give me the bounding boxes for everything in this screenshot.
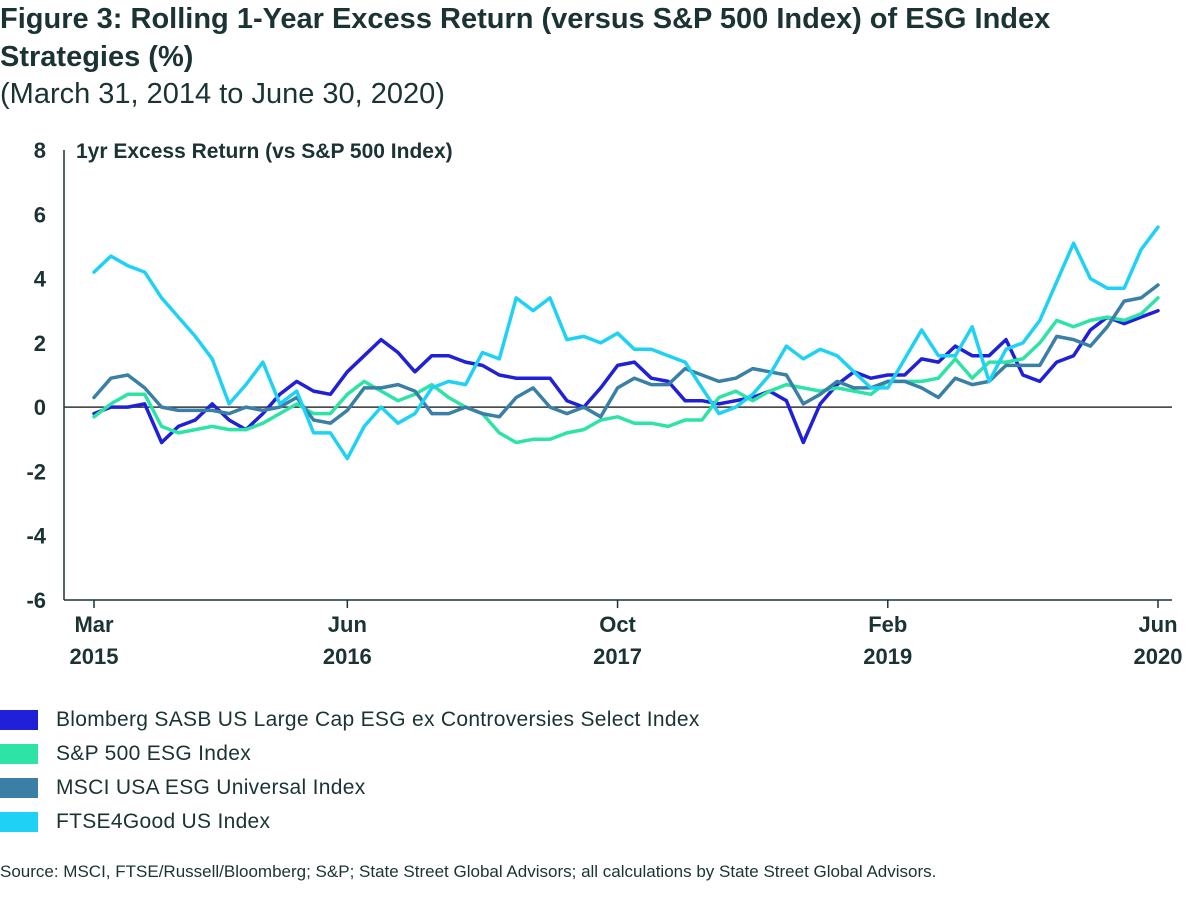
legend-item: S&P 500 ESG Index xyxy=(0,737,700,771)
y-tick-label: -6 xyxy=(26,588,46,613)
y-ticks: -6 -4 -2 0 2 4 6 8 xyxy=(26,138,46,613)
series-lines xyxy=(92,225,1160,461)
legend-item: MSCI USA ESG Universal Index xyxy=(0,771,700,805)
y-axis-label: 1yr Excess Return (vs S&P 500 Index) xyxy=(76,140,453,163)
x-tick-label: Mar xyxy=(74,612,114,637)
chart-title: Figure 3: Rolling 1-Year Excess Return (… xyxy=(0,3,1051,73)
x-tick-label: 2016 xyxy=(323,644,372,669)
legend-swatch xyxy=(0,778,38,798)
series-line-3 xyxy=(92,225,1160,461)
chart-subtitle: (March 31, 2014 to June 30, 2020) xyxy=(0,78,445,110)
source-note: Source: MSCI, FTSE/Russell/Bloomberg; S&… xyxy=(0,862,937,881)
y-tick-label: -2 xyxy=(26,459,46,484)
x-tick-label: 2015 xyxy=(70,644,119,669)
x-tick-label: 2019 xyxy=(863,644,912,669)
y-tick-label: 4 xyxy=(34,267,47,292)
x-tick-label: Jun xyxy=(1138,612,1177,637)
legend-item: FTSE4Good US Index xyxy=(0,805,700,839)
x-ticks: Mar 2015 Jun 2016 Oct 2017 Feb 2019 Jun 2020 xyxy=(70,600,1183,669)
y-tick-label: 6 xyxy=(34,202,46,227)
legend-label: FTSE4Good US Index xyxy=(56,810,271,833)
legend-label: MSCI USA ESG Universal Index xyxy=(56,776,366,799)
x-tick-label: Feb xyxy=(868,612,907,637)
line-chart: 1yr Excess Return (vs S&P 500 Index) -6-… xyxy=(26,138,1183,669)
x-tick-label: 2017 xyxy=(593,644,642,669)
legend: Blomberg SASB US Large Cap ESG ex Contro… xyxy=(0,703,700,839)
legend-swatch xyxy=(0,744,38,764)
legend-label: Blomberg SASB US Large Cap ESG ex Contro… xyxy=(56,708,700,731)
legend-swatch xyxy=(0,710,38,730)
y-tick-label: 0 xyxy=(34,395,46,420)
series-line-1 xyxy=(92,296,1160,445)
legend-item: Blomberg SASB US Large Cap ESG ex Contro… xyxy=(0,703,700,737)
y-tick-label: 2 xyxy=(34,331,46,356)
y-tick-label: 8 xyxy=(34,138,46,163)
x-tick-label: Jun xyxy=(328,612,367,637)
series-line-2 xyxy=(92,283,1160,425)
x-tick-label: 2020 xyxy=(1134,644,1183,669)
y-tick-label: -4 xyxy=(26,524,46,549)
legend-swatch xyxy=(0,812,38,832)
legend-label: S&P 500 ESG Index xyxy=(56,742,252,765)
x-tick-label: Oct xyxy=(599,612,636,637)
